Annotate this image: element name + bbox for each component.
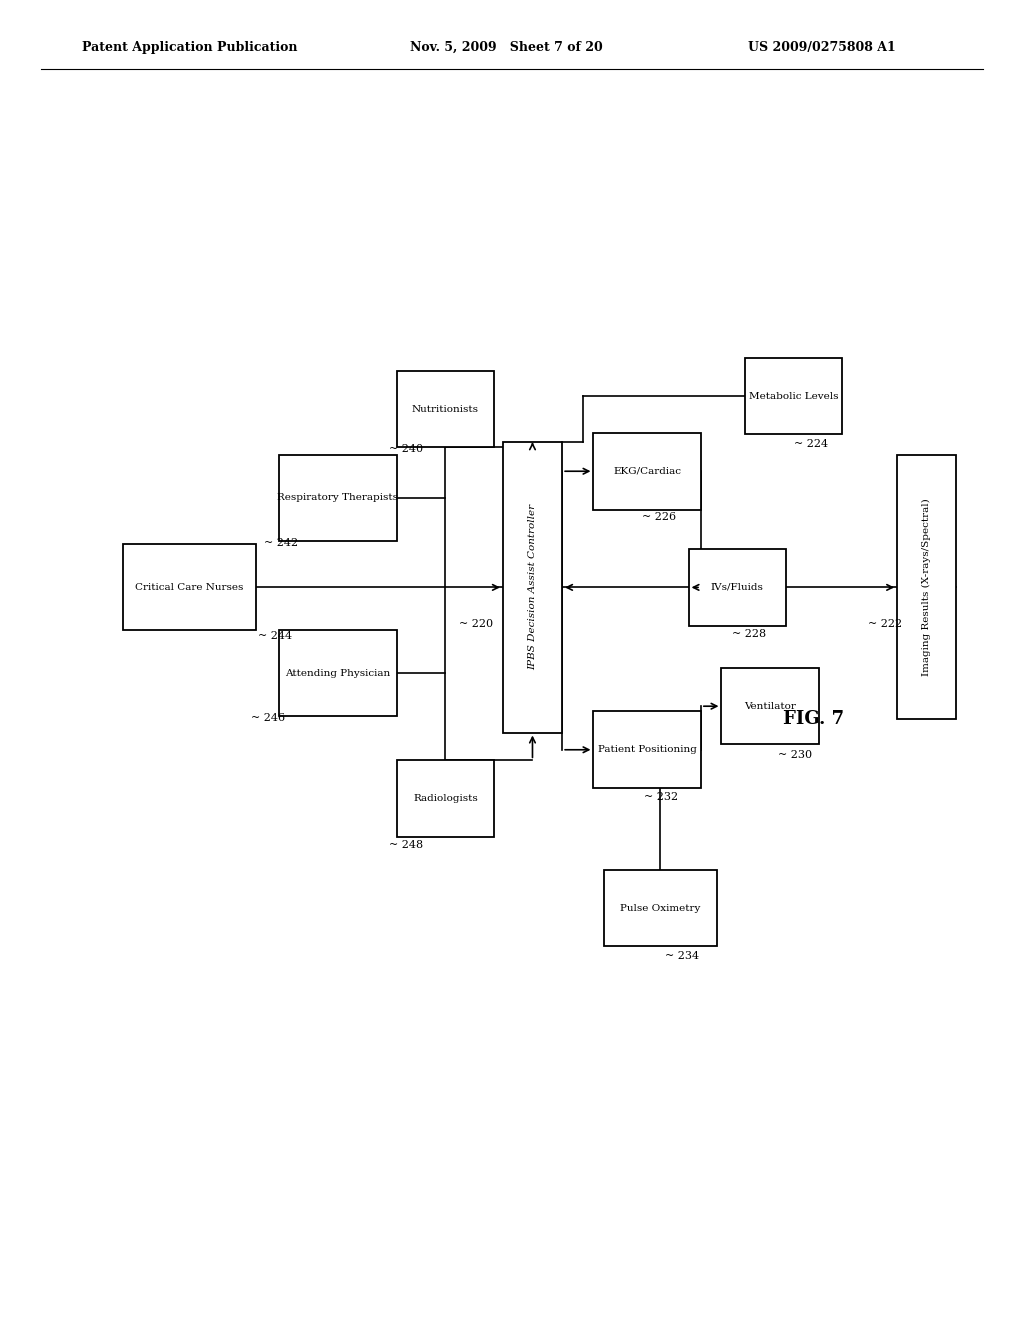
Bar (721, 668, 819, 744)
Text: ~ 220: ~ 220 (459, 619, 493, 630)
Text: ~ 248: ~ 248 (389, 840, 423, 850)
Text: ~ 230: ~ 230 (778, 750, 812, 760)
Text: ~ 224: ~ 224 (794, 438, 827, 449)
Bar (688, 549, 786, 626)
Text: Patent Application Publication: Patent Application Publication (82, 41, 297, 54)
Bar (123, 544, 256, 630)
Text: US 2009/0275808 A1: US 2009/0275808 A1 (748, 41, 895, 54)
Bar (503, 442, 562, 733)
Text: Critical Care Nurses: Critical Care Nurses (135, 583, 244, 591)
Text: IPBS Decision Assist Controller: IPBS Decision Assist Controller (528, 504, 537, 671)
Text: FIG. 7: FIG. 7 (783, 710, 845, 729)
Text: Metabolic Levels: Metabolic Levels (749, 392, 839, 400)
Bar (604, 870, 717, 946)
Text: ~ 226: ~ 226 (642, 512, 676, 523)
Text: Radiologists: Radiologists (413, 795, 478, 803)
Text: ~ 222: ~ 222 (868, 619, 902, 630)
Text: Attending Physician: Attending Physician (286, 669, 390, 677)
Bar (745, 358, 842, 434)
Bar (594, 711, 700, 788)
Text: ~ 244: ~ 244 (258, 631, 292, 642)
Bar (279, 454, 397, 541)
Bar (897, 455, 956, 719)
Bar (397, 371, 495, 447)
Text: Imaging Results (X-rays/Spectral): Imaging Results (X-rays/Spectral) (923, 499, 931, 676)
Text: IVs/Fluids: IVs/Fluids (711, 583, 764, 591)
Text: Patient Positioning: Patient Positioning (598, 746, 696, 754)
Text: Pulse Oximetry: Pulse Oximetry (621, 904, 700, 912)
Bar (594, 433, 700, 510)
Text: Nov. 5, 2009   Sheet 7 of 20: Nov. 5, 2009 Sheet 7 of 20 (410, 41, 602, 54)
Text: Nutritionists: Nutritionists (412, 405, 479, 413)
Text: ~ 232: ~ 232 (644, 792, 678, 803)
Text: ~ 228: ~ 228 (732, 628, 766, 639)
Bar (279, 631, 397, 715)
Bar (397, 760, 495, 837)
Text: ~ 234: ~ 234 (665, 950, 698, 961)
Text: EKG/Cardiac: EKG/Cardiac (613, 467, 681, 475)
Text: ~ 242: ~ 242 (264, 537, 298, 548)
Text: Respiratory Therapists: Respiratory Therapists (278, 494, 398, 502)
Text: ~ 246: ~ 246 (251, 713, 285, 723)
Text: Ventilator: Ventilator (744, 702, 796, 710)
Text: ~ 240: ~ 240 (389, 444, 423, 454)
